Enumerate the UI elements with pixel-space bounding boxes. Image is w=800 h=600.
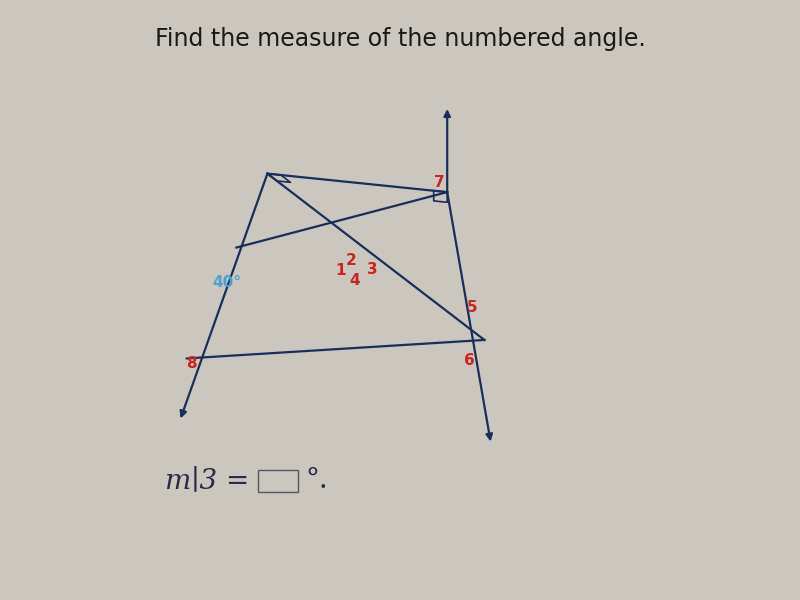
Text: 6: 6: [463, 353, 474, 368]
Text: 5: 5: [466, 300, 478, 315]
Text: m∣3 =: m∣3 =: [165, 467, 250, 494]
Text: 3: 3: [367, 262, 378, 277]
Text: 7: 7: [434, 175, 445, 190]
Text: 2: 2: [346, 253, 357, 268]
Text: 4: 4: [349, 274, 359, 289]
Text: 40°: 40°: [213, 275, 242, 290]
Text: 8: 8: [186, 356, 197, 371]
Bar: [258, 470, 298, 493]
Text: °.: °.: [306, 467, 329, 494]
Text: 1: 1: [335, 263, 346, 278]
Text: Find the measure of the numbered angle.: Find the measure of the numbered angle.: [154, 27, 646, 51]
